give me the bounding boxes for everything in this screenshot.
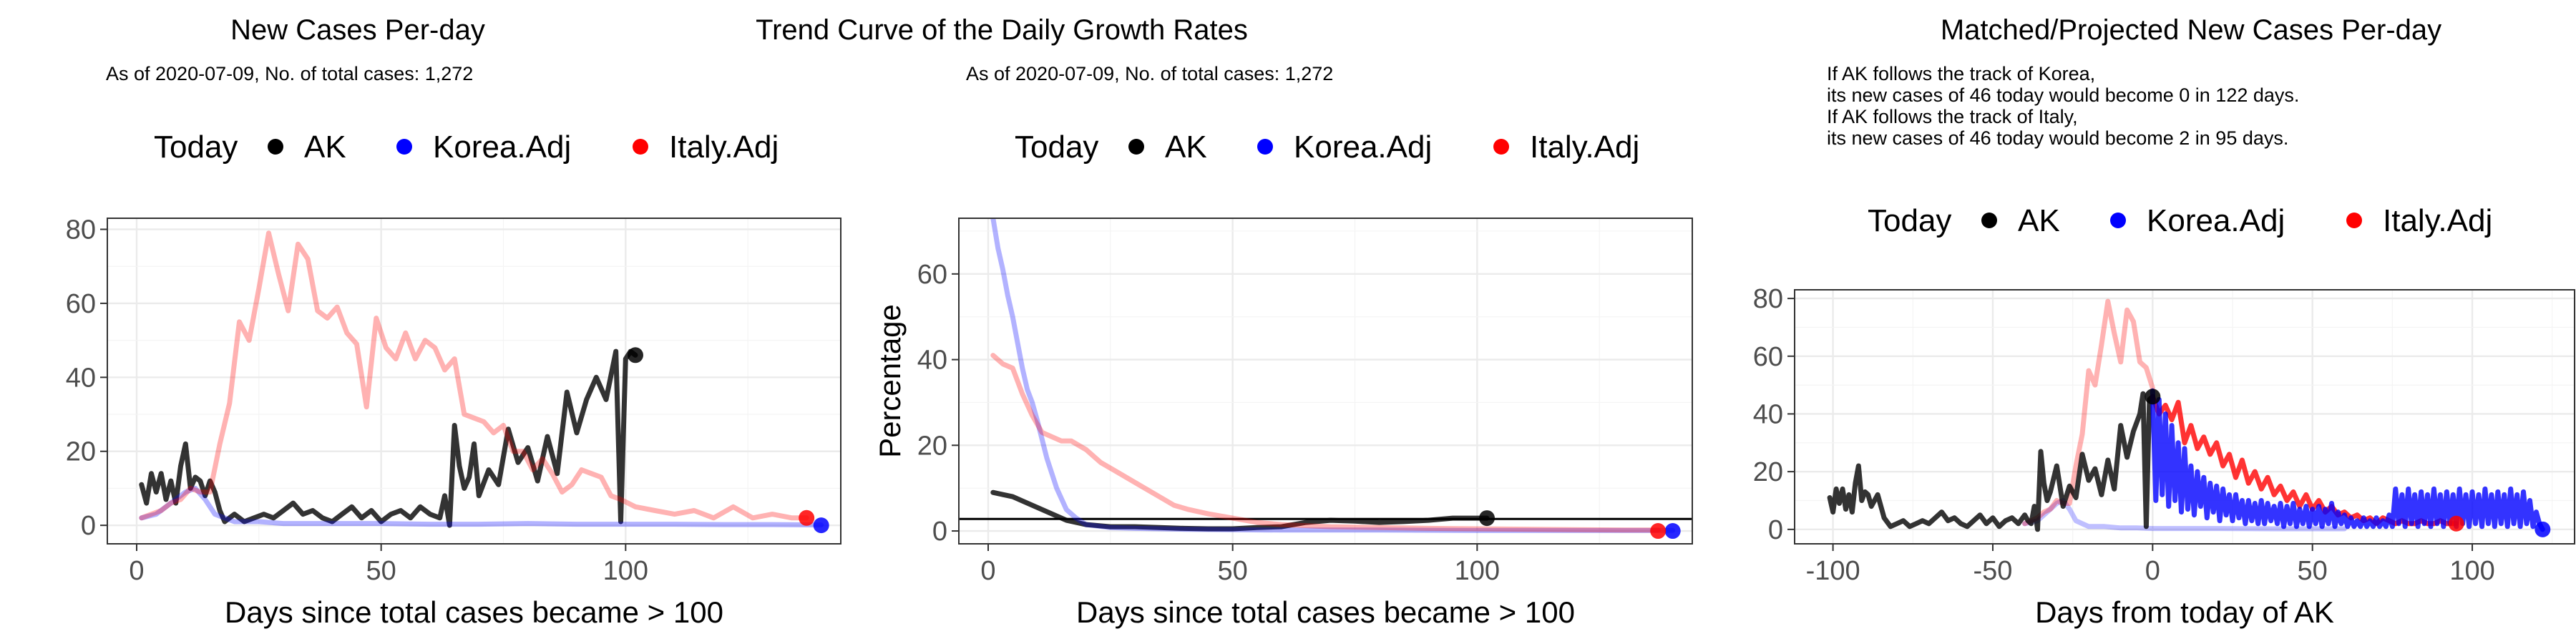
y-tick-label: 80 [1753, 284, 1783, 314]
y-tick-label: 40 [1753, 399, 1783, 429]
legend-label: Korea.Adj [433, 130, 571, 165]
legend-title: Today [1015, 130, 1098, 165]
x-tick-label: -100 [1806, 556, 1860, 586]
y-tick-label: 60 [917, 260, 947, 290]
y-tick-label: 40 [66, 363, 96, 393]
series-line-italy-adj [139, 230, 809, 521]
series-line-korea-adj [2150, 388, 2545, 532]
series-line-ak [139, 348, 638, 528]
series-line-ak [1827, 391, 2155, 532]
legend-label: Italy.Adj [669, 130, 779, 165]
legend-label: AK [2018, 203, 2060, 238]
legend-key-italy-adj [2346, 213, 2362, 228]
legend-label: AK [304, 130, 346, 165]
y-tick-label: 0 [1768, 515, 1783, 545]
x-axis-title: Days since total cases became > 100 [225, 595, 723, 629]
chart-1: New Cases Per-day As of 2020-07-09, No. o… [66, 14, 841, 629]
legend-key-korea-adj [1257, 139, 1273, 155]
series-line-korea-adj [990, 218, 1676, 533]
legend-key-korea-adj [2110, 213, 2126, 228]
plot-area [1827, 298, 2551, 537]
series-endpoint-korea-adj [813, 517, 829, 534]
x-tick-label: 50 [2298, 556, 2328, 586]
y-tick-label: 20 [1753, 457, 1783, 487]
y-tick-label: 20 [66, 437, 96, 467]
chart-title: Trend Curve of the Daily Growth Rates [756, 14, 1248, 46]
y-tick-label: 80 [66, 215, 96, 245]
chart-subtitle-line: its new cases of 46 today would become 2… [1827, 127, 2288, 149]
x-tick-label: 0 [980, 556, 995, 586]
x-tick-label: -50 [1974, 556, 2013, 586]
chart-title: Matched/Projected New Cases Per-day [1941, 14, 2441, 46]
plot-panel [107, 218, 841, 544]
panel-border [1794, 289, 2575, 545]
x-axis-title: Days since total cases became > 100 [1076, 595, 1575, 629]
legend-label: Italy.Adj [2383, 203, 2492, 238]
legend-key-korea-adj [396, 139, 412, 155]
series-endpoint-italy-adj [799, 509, 815, 526]
series-endpoint-italy-adj [1650, 523, 1667, 540]
series-endpoint-ak [1479, 510, 1495, 527]
x-tick-label: 100 [2449, 556, 2494, 586]
legend-label: Korea.Adj [2147, 203, 2285, 238]
y-tick-label: 40 [917, 346, 947, 376]
y-axis-title: Percentage [873, 304, 907, 458]
legend-key-italy-adj [1493, 139, 1509, 155]
y-tick-label: 60 [66, 289, 96, 319]
legend-label: AK [1165, 130, 1207, 165]
x-tick-label: 100 [1455, 556, 1500, 586]
x-tick-label: 50 [366, 556, 396, 586]
y-tick-label: 0 [81, 511, 96, 541]
x-tick-label: 0 [2145, 556, 2160, 586]
chart-subtitle-line: As of 2020-07-09, No. of total cases: 1,… [966, 63, 1333, 84]
y-tick-label: 60 [1753, 342, 1783, 372]
series-endpoint-korea-adj [2534, 521, 2551, 537]
legend-title: Today [154, 130, 238, 165]
chart-subtitle-line: If AK follows the track of Korea, [1827, 63, 2095, 84]
panel-border [107, 218, 841, 545]
series-line-italy-adj-past [2022, 298, 2155, 527]
x-tick-label: 50 [1218, 556, 1248, 586]
chart-subtitle-line: its new cases of 46 today would become 0… [1827, 84, 2299, 106]
series-line-korea-adj-past [2022, 498, 2347, 532]
x-axis-title: Days from today of AK [2035, 595, 2334, 629]
plot-area [959, 218, 1692, 540]
legend-title: Today [1868, 203, 1951, 238]
series-line-italy-adj [990, 353, 1661, 533]
chart-title: New Cases Per-day [230, 14, 485, 46]
series-line-korea-adj [139, 485, 824, 528]
series-endpoint-ak [2145, 389, 2161, 405]
chart-subtitle-line: If AK follows the track of Italy, [1827, 106, 2078, 127]
legend-key-ak [268, 139, 283, 155]
plot-panel [959, 218, 1692, 544]
plot-area [139, 230, 829, 534]
x-tick-label: 100 [603, 556, 648, 586]
series-line-ak [990, 489, 1490, 532]
series-endpoint-italy-adj [2448, 515, 2464, 532]
legend-key-ak [1981, 213, 1997, 228]
series-endpoint-korea-adj [1664, 523, 1681, 540]
legend-label: Korea.Adj [1294, 130, 1432, 165]
chart-3: Matched/Projected New Cases Per-day If AK… [1753, 14, 2575, 629]
legend-label: Italy.Adj [1530, 130, 1639, 165]
y-tick-label: 0 [932, 517, 947, 547]
series-endpoint-ak [628, 347, 643, 364]
legend-key-italy-adj [633, 139, 648, 155]
x-tick-label: 0 [129, 556, 144, 586]
chart-2: Trend Curve of the Daily Growth Rates As … [756, 14, 1693, 629]
panel-border [958, 218, 1693, 545]
chart-subtitle-line: As of 2020-07-09, No. of total cases: 1,… [106, 63, 473, 84]
y-tick-label: 20 [917, 431, 947, 461]
legend-key-ak [1128, 139, 1144, 155]
